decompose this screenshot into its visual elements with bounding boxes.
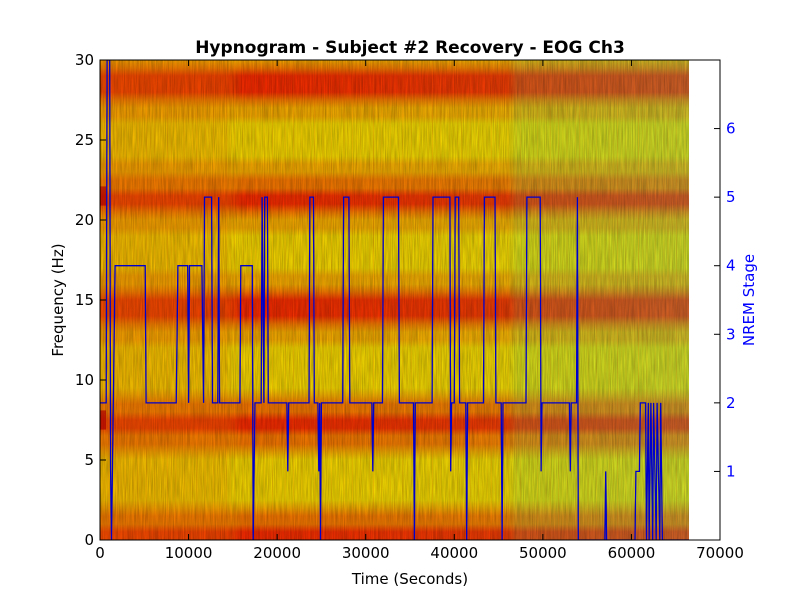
x-axis: 0 10000 20000 30000 40000 50000 60000 70000 bbox=[95, 60, 744, 562]
spectrogram-bands bbox=[100, 60, 686, 540]
x-tick-label: 30000 bbox=[342, 544, 390, 562]
y-tick-label: 20 bbox=[75, 211, 94, 229]
x-tick-label: 10000 bbox=[165, 544, 213, 562]
right-y-tick-label: 2 bbox=[726, 394, 736, 412]
y-axis: 0 5 10 15 20 25 30 bbox=[75, 51, 106, 549]
x-tick-label: 40000 bbox=[430, 544, 478, 562]
y-tick-label: 25 bbox=[75, 131, 94, 149]
y-tick-label: 10 bbox=[75, 371, 94, 389]
x-tick-label: 70000 bbox=[696, 544, 744, 562]
plot-area bbox=[100, 60, 689, 540]
y-tick-label: 5 bbox=[84, 451, 94, 469]
x-tick-label: 0 bbox=[95, 544, 105, 562]
right-y-axis: 1 2 3 4 5 6 bbox=[714, 120, 736, 480]
spectrogram-texture bbox=[100, 60, 689, 540]
y-tick-label: 15 bbox=[75, 291, 94, 309]
right-y-tick-label: 1 bbox=[726, 462, 736, 480]
x-tick-label: 20000 bbox=[253, 544, 301, 562]
y-tick-label: 0 bbox=[84, 531, 94, 549]
x-tick-label: 60000 bbox=[608, 544, 656, 562]
x-tick-label: 50000 bbox=[519, 544, 567, 562]
x-axis-title: Time (Seconds) bbox=[351, 570, 468, 588]
right-y-tick-label: 3 bbox=[726, 325, 736, 343]
hypnogram-line bbox=[100, 60, 689, 540]
right-y-tick-label: 5 bbox=[726, 188, 736, 206]
chart-title: Hypnogram - Subject #2 Recovery - EOG Ch… bbox=[195, 38, 625, 58]
right-y-axis-title: NREM Stage bbox=[740, 254, 758, 346]
right-y-tick-label: 4 bbox=[726, 257, 736, 275]
spectrogram-hotspot bbox=[100, 410, 106, 430]
spectrogram-hotspot bbox=[100, 186, 106, 206]
y-axis-title: Frequency (Hz) bbox=[49, 243, 67, 356]
right-y-tick-label: 6 bbox=[726, 120, 736, 138]
y-tick-label: 30 bbox=[75, 51, 94, 69]
